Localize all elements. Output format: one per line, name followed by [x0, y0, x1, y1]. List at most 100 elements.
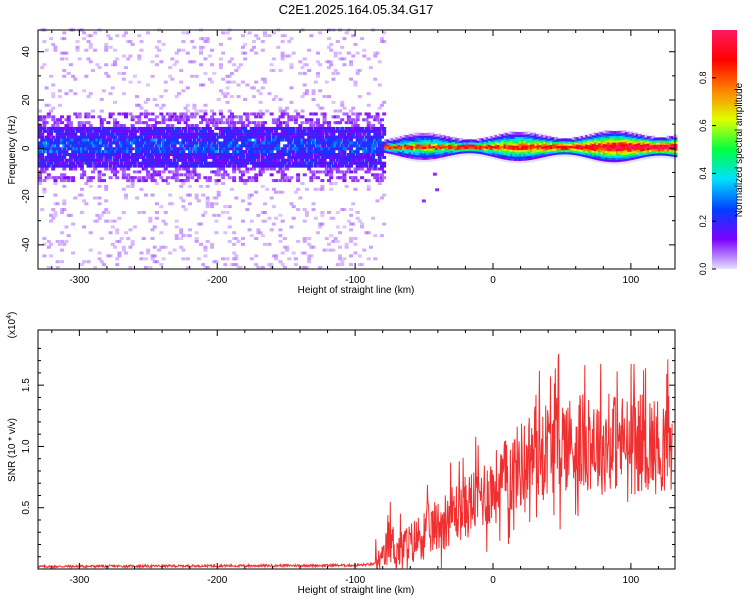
heatmap-cell [68, 164, 73, 168]
heatmap-cell [190, 124, 195, 128]
heatmap-cell [331, 135, 336, 139]
heatmap-cell [42, 63, 47, 67]
heatmap-cell [540, 143, 545, 147]
heatmap-cell [304, 164, 309, 168]
heatmap-cell [60, 239, 65, 243]
heatmap-cell [97, 115, 102, 119]
heatmap-cell [419, 137, 424, 141]
heatmap-cell [278, 228, 283, 232]
heatmap-cell [593, 158, 598, 162]
heatmap-cell [256, 138, 261, 142]
heatmap-cell [97, 135, 102, 139]
heatmap-cell [274, 257, 279, 261]
heatmap-cell [170, 129, 175, 133]
heatmap-cell [582, 138, 587, 142]
heatmap-cell [243, 161, 248, 165]
heatmap-cell [46, 153, 51, 157]
heatmap-cell [408, 144, 413, 148]
heatmap-cell [503, 139, 508, 143]
heatmap-cell [357, 153, 362, 157]
heatmap-cell [430, 132, 435, 136]
heatmap-cell [618, 132, 623, 136]
heatmap-cell [353, 237, 358, 241]
heatmap-cell [256, 150, 261, 154]
heatmap-cell [293, 132, 298, 136]
heatmap-cell [271, 161, 276, 165]
heatmap-cell [413, 134, 418, 138]
heatmap-cell [218, 153, 223, 157]
heatmap-cell [417, 143, 422, 147]
heatmap-cell [159, 150, 164, 154]
heatmap-cell [309, 164, 314, 168]
heatmap-cell [615, 133, 620, 137]
heatmap-cell [589, 157, 594, 161]
heatmap-cell [404, 137, 409, 141]
heatmap-cell [490, 144, 495, 148]
heatmap-cell [135, 141, 140, 145]
heatmap-cell [353, 158, 358, 162]
heatmap-cell [260, 153, 265, 157]
heatmap-cell [574, 145, 579, 149]
heatmap-cell [309, 135, 314, 139]
heatmap-cell [379, 141, 384, 145]
heatmap-cell [150, 237, 155, 241]
heatmap-cell [115, 257, 120, 261]
heatmap-cell [210, 48, 215, 52]
heatmap-cell [613, 144, 618, 148]
heatmap-cell [84, 74, 89, 78]
heatmap-cell [93, 164, 98, 168]
heatmap-cell [207, 144, 212, 148]
heatmap-cell [326, 210, 331, 214]
heatmap-cell [229, 57, 234, 61]
heatmap-cell [324, 170, 329, 174]
heatmap-cell [598, 144, 603, 148]
heatmap-cell [287, 141, 292, 145]
heatmap-cell [322, 161, 327, 165]
heatmap-cell [278, 239, 283, 243]
heatmap-cell [349, 135, 354, 139]
heatmap-cell [146, 176, 151, 180]
heatmap-cell [73, 112, 78, 116]
heatmap-cell [212, 164, 217, 168]
heatmap-cell [267, 216, 272, 220]
heatmap-cell [596, 135, 601, 139]
heatmap-cell [435, 153, 440, 157]
heatmap-cell [296, 155, 301, 159]
heatmap-cell [168, 193, 173, 197]
heatmap-cell [638, 140, 643, 144]
heatmap-cell [263, 126, 268, 130]
heatmap-cell [130, 124, 135, 128]
heatmap-cell [42, 124, 47, 128]
heatmap-cell [254, 173, 259, 177]
heatmap-cell [582, 149, 587, 153]
heatmap-cell [492, 134, 497, 138]
colorbar-tick-label: 0.6 [698, 119, 708, 132]
heatmap-cell [99, 132, 104, 136]
heatmap-cell [291, 147, 296, 151]
heatmap-cell [379, 167, 384, 171]
heatmap-cell [576, 154, 581, 158]
heatmap-cell [545, 140, 550, 144]
heatmap-cell [653, 154, 658, 158]
heatmap-cell [382, 147, 387, 151]
heatmap-cell [329, 60, 334, 64]
heatmap-cell [662, 137, 667, 141]
heatmap-cell [203, 144, 208, 148]
heatmap-cell [263, 77, 268, 81]
heatmap-cell [355, 69, 360, 73]
heatmap-cell [188, 155, 193, 159]
heatmap-cell [225, 80, 230, 84]
heatmap-cell [300, 155, 305, 159]
heatmap-cell [525, 157, 530, 161]
heatmap-cell [432, 149, 437, 153]
heatmap-cell [86, 161, 91, 165]
heatmap-cell [366, 150, 371, 154]
heatmap-cell [238, 179, 243, 183]
heatmap-cell [633, 139, 638, 143]
heatmap-cell [333, 161, 338, 165]
heatmap-cell [216, 213, 221, 217]
heatmap-cell [536, 155, 541, 159]
heatmap-cell [212, 158, 217, 162]
heatmap-cell [108, 155, 113, 159]
heatmap-cell [371, 153, 376, 157]
